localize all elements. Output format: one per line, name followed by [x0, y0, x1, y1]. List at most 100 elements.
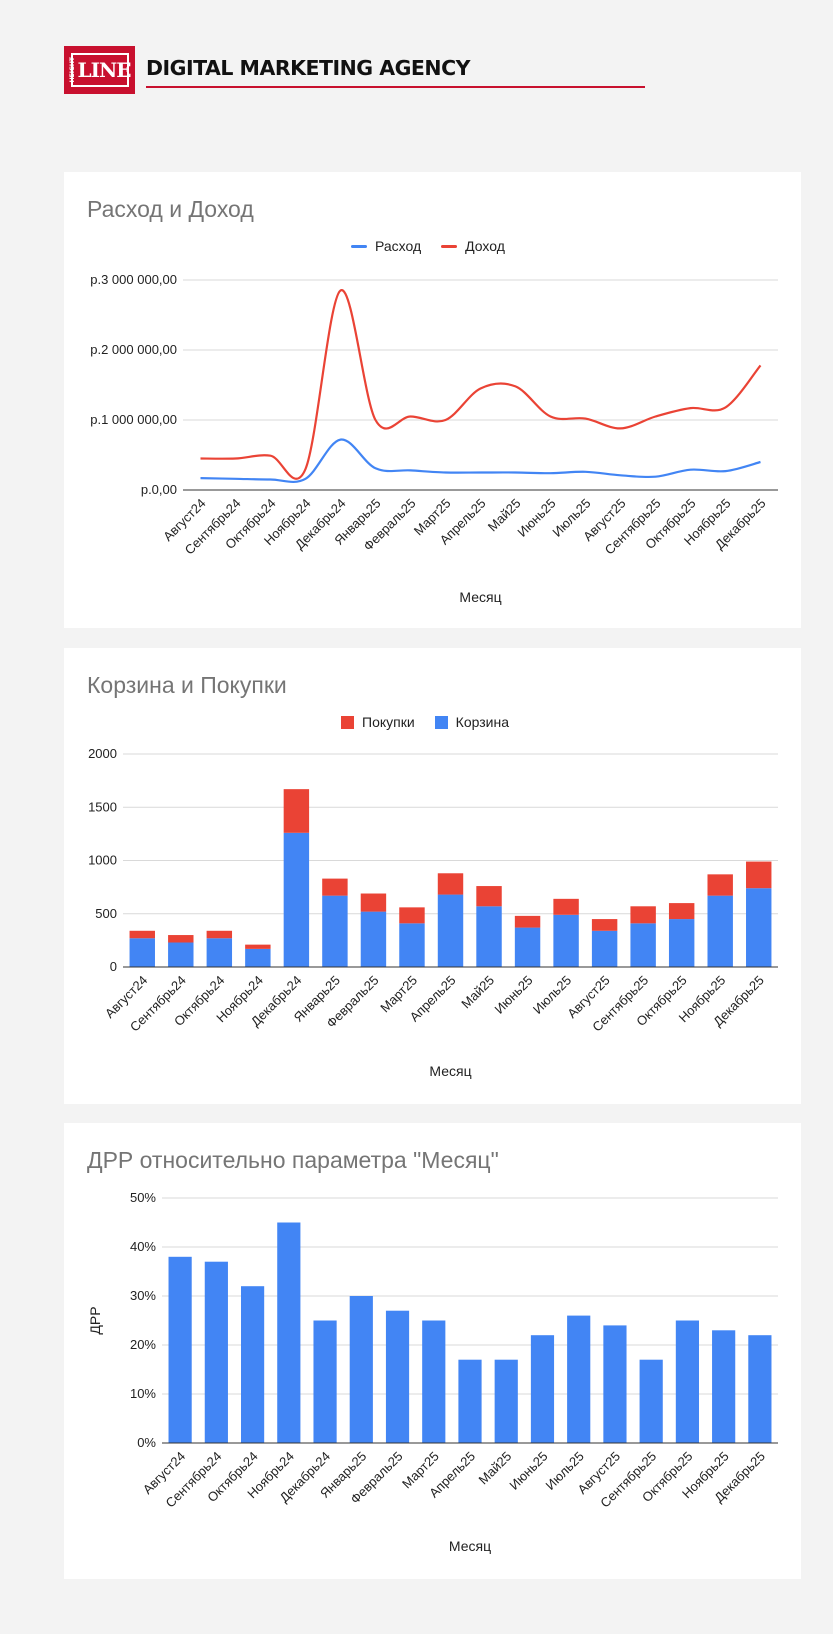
bar-secondary	[168, 935, 194, 943]
bar-secondary	[322, 878, 348, 896]
bar-primary	[494, 1359, 518, 1443]
y-tick-label: 20%	[130, 1337, 156, 1352]
bar-primary	[422, 1320, 446, 1443]
bar-secondary	[514, 915, 541, 928]
bar-secondary	[129, 930, 155, 939]
y-tick-label: р.1 000 000,00	[90, 412, 177, 427]
x-axis-title: Месяц	[429, 1063, 471, 1079]
y-tick-label: 10%	[130, 1386, 156, 1401]
bar-secondary	[437, 873, 464, 895]
bar-secondary	[630, 906, 656, 924]
bar-primary	[514, 927, 541, 967]
legend-label: Покупки	[362, 714, 415, 730]
y-tick-label: 0	[110, 959, 117, 974]
chart-legend: Расход Доход	[351, 238, 505, 254]
y-tick-label: 1500	[88, 799, 117, 814]
bar-primary	[277, 1222, 301, 1443]
agency-underline	[146, 86, 645, 88]
bar-secondary	[668, 903, 695, 920]
chart-title: ДРР относительно параметра "Месяц"	[87, 1147, 499, 1173]
x-axis-title: Месяц	[449, 1538, 491, 1554]
bar-primary	[639, 1359, 663, 1443]
bar-secondary	[707, 874, 733, 896]
x-tick-label: Июнь25	[506, 1449, 550, 1493]
y-axis-title: ДРР	[87, 1306, 103, 1334]
bar-primary	[349, 1296, 373, 1443]
bar-primary	[458, 1359, 482, 1443]
legend-swatch	[441, 244, 458, 248]
y-tick-label: 1000	[88, 853, 117, 868]
bar-primary	[206, 938, 233, 967]
series-line-spend	[200, 438, 761, 484]
bar-secondary	[399, 907, 425, 924]
y-tick-label: 50%	[130, 1190, 156, 1205]
stacked-bar-chart: 0500100015002000Август24Сентябрь24Октябр…	[88, 746, 778, 1079]
bar-primary	[675, 1320, 700, 1443]
bar-chart: 0%10%20%30%40%50%Август24Сентябрь24Октяб…	[87, 1190, 778, 1554]
cart-purchases-card: Корзина и Покупки Покупки Корзина 0 500 10…	[64, 648, 801, 1104]
bar-primary	[712, 1330, 736, 1443]
legend-item-cart: Корзина	[434, 714, 509, 730]
bar-secondary	[360, 893, 387, 912]
bar-primary	[240, 1286, 265, 1443]
bar-secondary	[553, 898, 579, 915]
bar-primary	[245, 948, 271, 967]
bar-primary	[313, 1320, 337, 1443]
legend-swatch	[434, 715, 448, 729]
y-tick-label: 2000	[88, 746, 117, 761]
y-tick-label: 40%	[130, 1239, 156, 1254]
y-tick-label: 0%	[137, 1435, 156, 1450]
x-axis-title: Месяц	[459, 589, 501, 605]
bar-secondary	[245, 944, 271, 949]
bar-primary	[748, 1335, 772, 1443]
bar-primary	[283, 832, 310, 967]
bar-secondary	[591, 919, 618, 931]
chart-title: Расход и Доход	[87, 196, 254, 222]
legend-item-purchases: Покупки	[341, 714, 415, 730]
logo-text-main: LINE	[77, 58, 132, 82]
chart-legend: Покупки Корзина	[341, 714, 509, 730]
bar-primary	[360, 911, 387, 967]
line-chart: р.0,00 р.1 000 000,00 р.2 000 000,00 р.3 00…	[90, 272, 778, 605]
height-line-logo: HEIGHT LINE	[64, 46, 135, 94]
legend-item-revenue: Доход	[441, 238, 505, 254]
drr-card: ДРР относительно параметра "Месяц" 0% 10%…	[64, 1123, 801, 1579]
bar-primary	[385, 1310, 410, 1443]
bar-primary	[168, 1256, 192, 1443]
legend-swatch	[351, 244, 367, 248]
y-tick-label: р.2 000 000,00	[90, 342, 177, 357]
y-tick-label: р.3 000 000,00	[90, 272, 177, 287]
bar-secondary	[283, 789, 310, 833]
logo-text-small: HEIGHT	[68, 57, 76, 83]
bar-primary	[603, 1325, 627, 1443]
legend-swatch	[341, 715, 354, 729]
bar-primary	[437, 894, 464, 967]
bar-secondary	[746, 861, 772, 889]
bar-primary	[322, 895, 348, 967]
legend-label: Доход	[465, 238, 505, 254]
legend-label: Корзина	[455, 714, 509, 730]
y-tick-label: р.0,00	[141, 482, 177, 497]
y-tick-label: 30%	[130, 1288, 156, 1303]
bar-primary	[567, 1315, 591, 1443]
y-tick-label: 500	[95, 906, 117, 921]
bar-primary	[707, 895, 733, 967]
bar-primary	[530, 1335, 555, 1443]
bar-primary	[746, 888, 772, 967]
bar-primary	[553, 914, 579, 967]
bar-primary	[204, 1261, 228, 1443]
bar-primary	[476, 906, 502, 967]
agency-name: DIGITAL MARKETING AGENCY	[146, 56, 470, 80]
bar-primary	[168, 942, 194, 967]
bar-primary	[129, 938, 155, 967]
series-line-revenue	[200, 289, 762, 480]
legend-label: Расход	[375, 238, 422, 254]
bar-secondary	[206, 930, 233, 939]
legend-item-spend: Расход	[351, 238, 421, 254]
spend-revenue-card: Расход и Доход Расход Доход р.0,00 р.1 00…	[64, 172, 801, 628]
bar-primary	[668, 919, 695, 967]
chart-title: Корзина и Покупки	[87, 672, 287, 698]
bar-secondary	[476, 886, 502, 907]
bar-primary	[399, 923, 425, 967]
brand-header: HEIGHT LINE DIGITAL MARKETING AGENCY	[64, 46, 645, 94]
